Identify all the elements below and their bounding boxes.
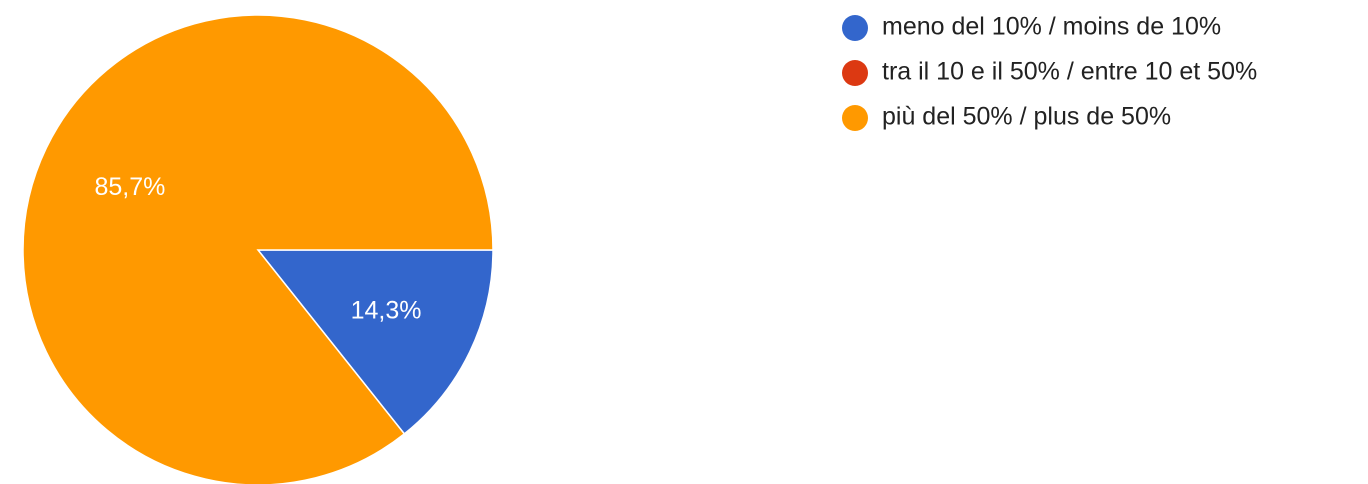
legend-label-1: tra il 10 e il 50% / entre 10 et 50% — [882, 58, 1257, 86]
pie-slice-label-2: 85,7% — [94, 173, 165, 201]
legend-item-1[interactable]: tra il 10 e il 50% / entre 10 et 50% — [842, 58, 1257, 86]
legend-item-0[interactable]: meno del 10% / moins de 10% — [842, 13, 1221, 41]
pie-slice-labels: 14,3% 85,7% — [94, 173, 421, 324]
legend-label-0: meno del 10% / moins de 10% — [882, 13, 1221, 41]
pie-slices — [22, 14, 494, 484]
pie-slice-0 — [256, 249, 494, 435]
legend: meno del 10% / moins de 10% tra il 10 e i… — [842, 13, 1257, 131]
legend-swatch-2 — [842, 105, 868, 131]
pie-slice-label-0: 14,3% — [351, 296, 422, 324]
pie-slice-2 — [22, 14, 494, 484]
legend-swatch-0 — [842, 15, 868, 41]
legend-swatch-1 — [842, 60, 868, 86]
legend-label-2: più del 50% / plus de 50% — [882, 103, 1171, 131]
legend-item-2[interactable]: più del 50% / plus de 50% — [842, 103, 1171, 131]
